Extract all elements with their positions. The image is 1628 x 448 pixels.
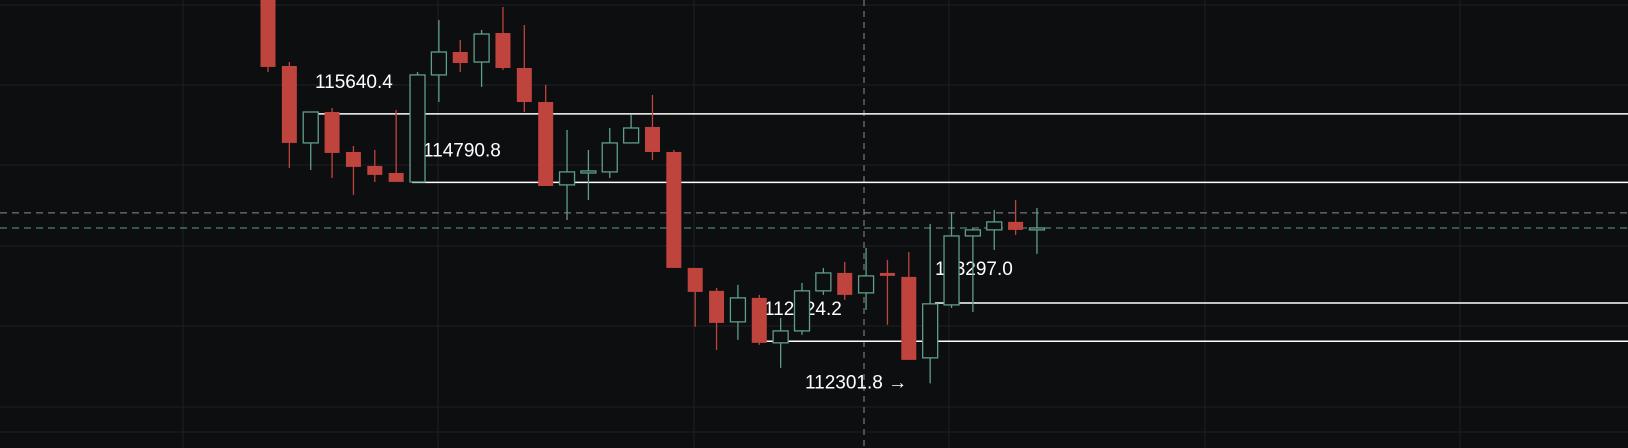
candle-body xyxy=(302,111,319,144)
candle-body xyxy=(837,272,853,295)
candle-body xyxy=(666,151,682,268)
candle-body xyxy=(729,297,747,323)
candle-body xyxy=(943,235,960,306)
candle-body xyxy=(580,170,597,174)
low-label: 112301.8 → xyxy=(805,372,907,393)
candle-body xyxy=(495,33,511,68)
candle-body xyxy=(879,272,895,276)
candle-body xyxy=(644,126,660,152)
candle-body xyxy=(815,272,832,292)
candle-body xyxy=(345,151,361,167)
candle-body xyxy=(324,111,340,153)
candle-body xyxy=(857,275,875,294)
candle-body xyxy=(260,0,276,67)
candle-body xyxy=(622,127,640,144)
candle-body xyxy=(1008,221,1024,230)
level-label: 114790.8 xyxy=(423,140,501,161)
candle-body xyxy=(986,221,1003,231)
candle-body xyxy=(388,172,404,182)
candle-body xyxy=(1028,227,1046,231)
candle-body xyxy=(751,297,767,343)
candle-body xyxy=(558,171,576,186)
candle-body xyxy=(793,290,811,332)
candle-body xyxy=(901,276,917,360)
candle-body xyxy=(516,67,532,102)
candle-body xyxy=(922,303,939,359)
candle-body xyxy=(709,290,725,323)
candle-body xyxy=(473,33,490,63)
candle-body xyxy=(538,101,554,186)
candle-body xyxy=(409,74,426,183)
candle-body xyxy=(430,51,448,76)
candle-body xyxy=(964,229,982,237)
candle-body xyxy=(452,52,468,63)
candle-body xyxy=(687,267,703,292)
candle-body xyxy=(772,330,789,344)
candle-body xyxy=(367,165,383,175)
candle-body xyxy=(281,65,297,143)
level-label: 115640.4 xyxy=(315,72,393,93)
candle-body xyxy=(601,142,618,173)
